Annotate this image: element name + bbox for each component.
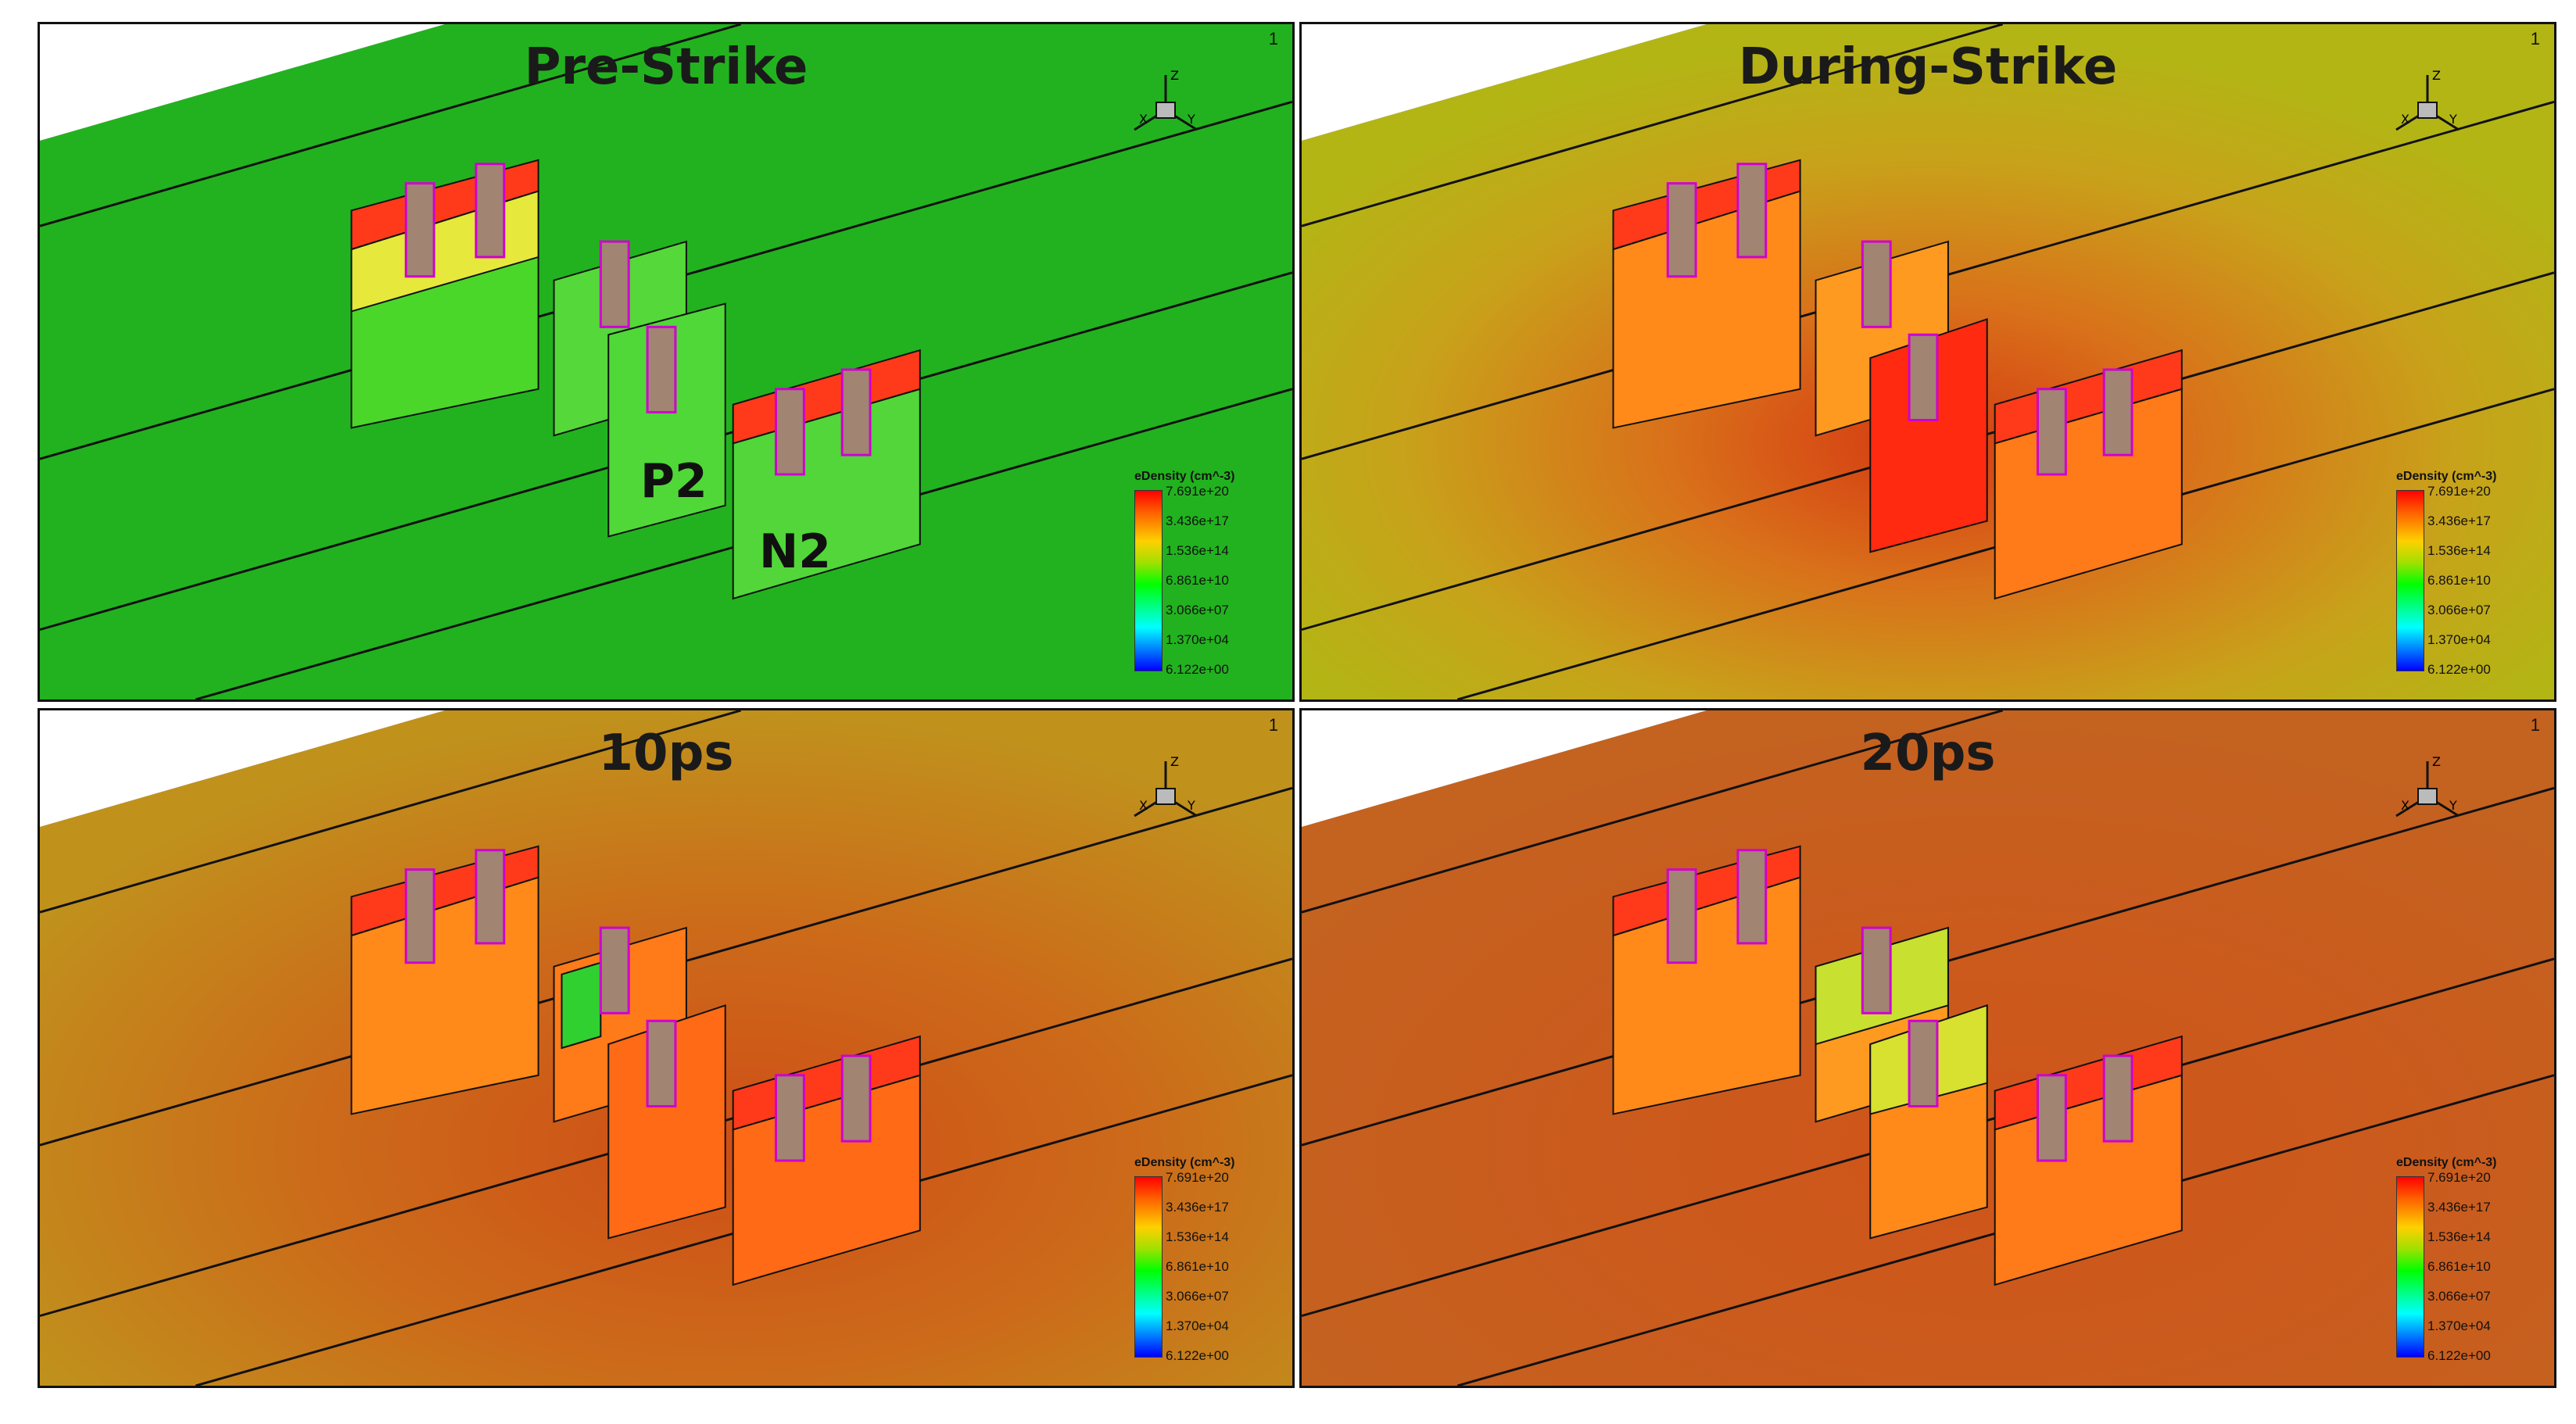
legend-tick: 7.691e+20 bbox=[1166, 484, 1229, 499]
10ps-scene bbox=[40, 710, 1292, 1386]
legend-tick: 3.066e+07 bbox=[1166, 1289, 1229, 1304]
axis-y: Y bbox=[1187, 798, 1195, 813]
color-legend: eDensity (cm^-3) 7.691e+20 3.436e+17 1.5… bbox=[2396, 1156, 2553, 1363]
legend-title: eDensity (cm^-3) bbox=[1134, 470, 1235, 483]
legend-tick: 6.861e+10 bbox=[2427, 1259, 2491, 1274]
legend-tick: 6.861e+10 bbox=[1166, 573, 1229, 588]
axis-triad-icon: Z X Y bbox=[2395, 68, 2460, 131]
axis-x: X bbox=[2401, 798, 2409, 813]
during-strike-scene bbox=[1302, 24, 2554, 699]
frame-number: 1 bbox=[1268, 715, 1278, 735]
legend-tick: 3.066e+07 bbox=[1166, 603, 1229, 617]
legend-tick: 3.066e+07 bbox=[2427, 1289, 2491, 1304]
legend-title: eDensity (cm^-3) bbox=[2396, 470, 2497, 483]
axis-z: Z bbox=[2432, 68, 2441, 83]
panel-pre-strike: Pre-Strike 1 P2 N2 Z X Y eDensity (cm^-3… bbox=[38, 22, 1295, 702]
color-legend: eDensity (cm^-3) 7.691e+20 3.436e+17 1.5… bbox=[1134, 1156, 1291, 1363]
legend-tick: 1.370e+04 bbox=[2427, 632, 2491, 647]
legend-tick: 3.436e+17 bbox=[1166, 513, 1229, 528]
legend-tick: 1.536e+14 bbox=[1166, 1229, 1229, 1244]
color-legend: eDensity (cm^-3) 7.691e+20 3.436e+17 1.5… bbox=[1134, 470, 1291, 677]
axis-y: Y bbox=[2449, 112, 2457, 127]
label-p2: P2 bbox=[640, 454, 708, 509]
color-legend: eDensity (cm^-3) 7.691e+20 3.436e+17 1.5… bbox=[2396, 470, 2553, 677]
frame-number: 1 bbox=[1268, 29, 1278, 48]
legend-tick: 7.691e+20 bbox=[1166, 1170, 1229, 1185]
axis-x: X bbox=[1139, 798, 1148, 813]
panel-title: Pre-Strike bbox=[524, 38, 808, 96]
panel-10ps: 10ps 1 Z X Y eDensity (cm^-3) 7.691e+20 … bbox=[38, 708, 1295, 1388]
legend-tick: 1.370e+04 bbox=[2427, 1318, 2491, 1333]
pre-strike-scene bbox=[40, 24, 1292, 699]
legend-color-bar bbox=[1134, 490, 1163, 671]
frame-number: 1 bbox=[2530, 715, 2540, 735]
legend-title: eDensity (cm^-3) bbox=[1134, 1156, 1235, 1169]
legend-tick: 6.861e+10 bbox=[1166, 1259, 1229, 1274]
legend-color-bar bbox=[1134, 1176, 1163, 1358]
20ps-scene bbox=[1302, 710, 2554, 1386]
panel-title: 20ps bbox=[1860, 725, 1996, 782]
axis-triad-icon: Z X Y bbox=[1134, 754, 1198, 818]
axis-x: X bbox=[2401, 112, 2409, 127]
frame-number: 1 bbox=[2530, 29, 2540, 48]
legend-tick: 3.436e+17 bbox=[2427, 1200, 2491, 1215]
axis-z: Z bbox=[1170, 68, 1179, 83]
panel-title: During-Strike bbox=[1738, 38, 2118, 96]
legend-tick: 1.370e+04 bbox=[1166, 1318, 1229, 1333]
panel-title: 10ps bbox=[598, 725, 734, 782]
legend-tick: 3.436e+17 bbox=[1166, 1200, 1229, 1215]
legend-tick: 1.536e+14 bbox=[2427, 543, 2491, 558]
legend-tick: 6.122e+00 bbox=[2427, 1348, 2491, 1363]
legend-tick: 7.691e+20 bbox=[2427, 1170, 2491, 1185]
legend-tick: 1.536e+14 bbox=[1166, 543, 1229, 558]
legend-tick: 6.861e+10 bbox=[2427, 573, 2491, 588]
legend-tick: 3.436e+17 bbox=[2427, 513, 2491, 528]
axis-y: Y bbox=[2449, 798, 2457, 813]
panel-20ps: 20ps 1 Z X Y eDensity (cm^-3) 7.691e+20 … bbox=[1299, 708, 2556, 1388]
axis-z: Z bbox=[1170, 754, 1179, 769]
axis-z: Z bbox=[2432, 754, 2441, 769]
label-n2: N2 bbox=[759, 524, 831, 579]
legend-color-bar bbox=[2396, 490, 2424, 671]
legend-tick: 1.536e+14 bbox=[2427, 1229, 2491, 1244]
legend-tick: 1.370e+04 bbox=[1166, 632, 1229, 647]
legend-tick: 3.066e+07 bbox=[2427, 603, 2491, 617]
legend-tick: 6.122e+00 bbox=[1166, 1348, 1229, 1363]
panel-during-strike: During-Strike 1 Z X Y eDensity (cm^-3) 7… bbox=[1299, 22, 2556, 702]
legend-color-bar bbox=[2396, 1176, 2424, 1358]
axis-x: X bbox=[1139, 112, 1148, 127]
legend-tick: 6.122e+00 bbox=[1166, 662, 1229, 677]
legend-tick: 6.122e+00 bbox=[2427, 662, 2491, 677]
legend-tick: 7.691e+20 bbox=[2427, 484, 2491, 499]
legend-title: eDensity (cm^-3) bbox=[2396, 1156, 2497, 1169]
axis-y: Y bbox=[1187, 112, 1195, 127]
axis-triad-icon: Z X Y bbox=[2395, 754, 2460, 818]
axis-triad-icon: Z X Y bbox=[1134, 68, 1198, 131]
